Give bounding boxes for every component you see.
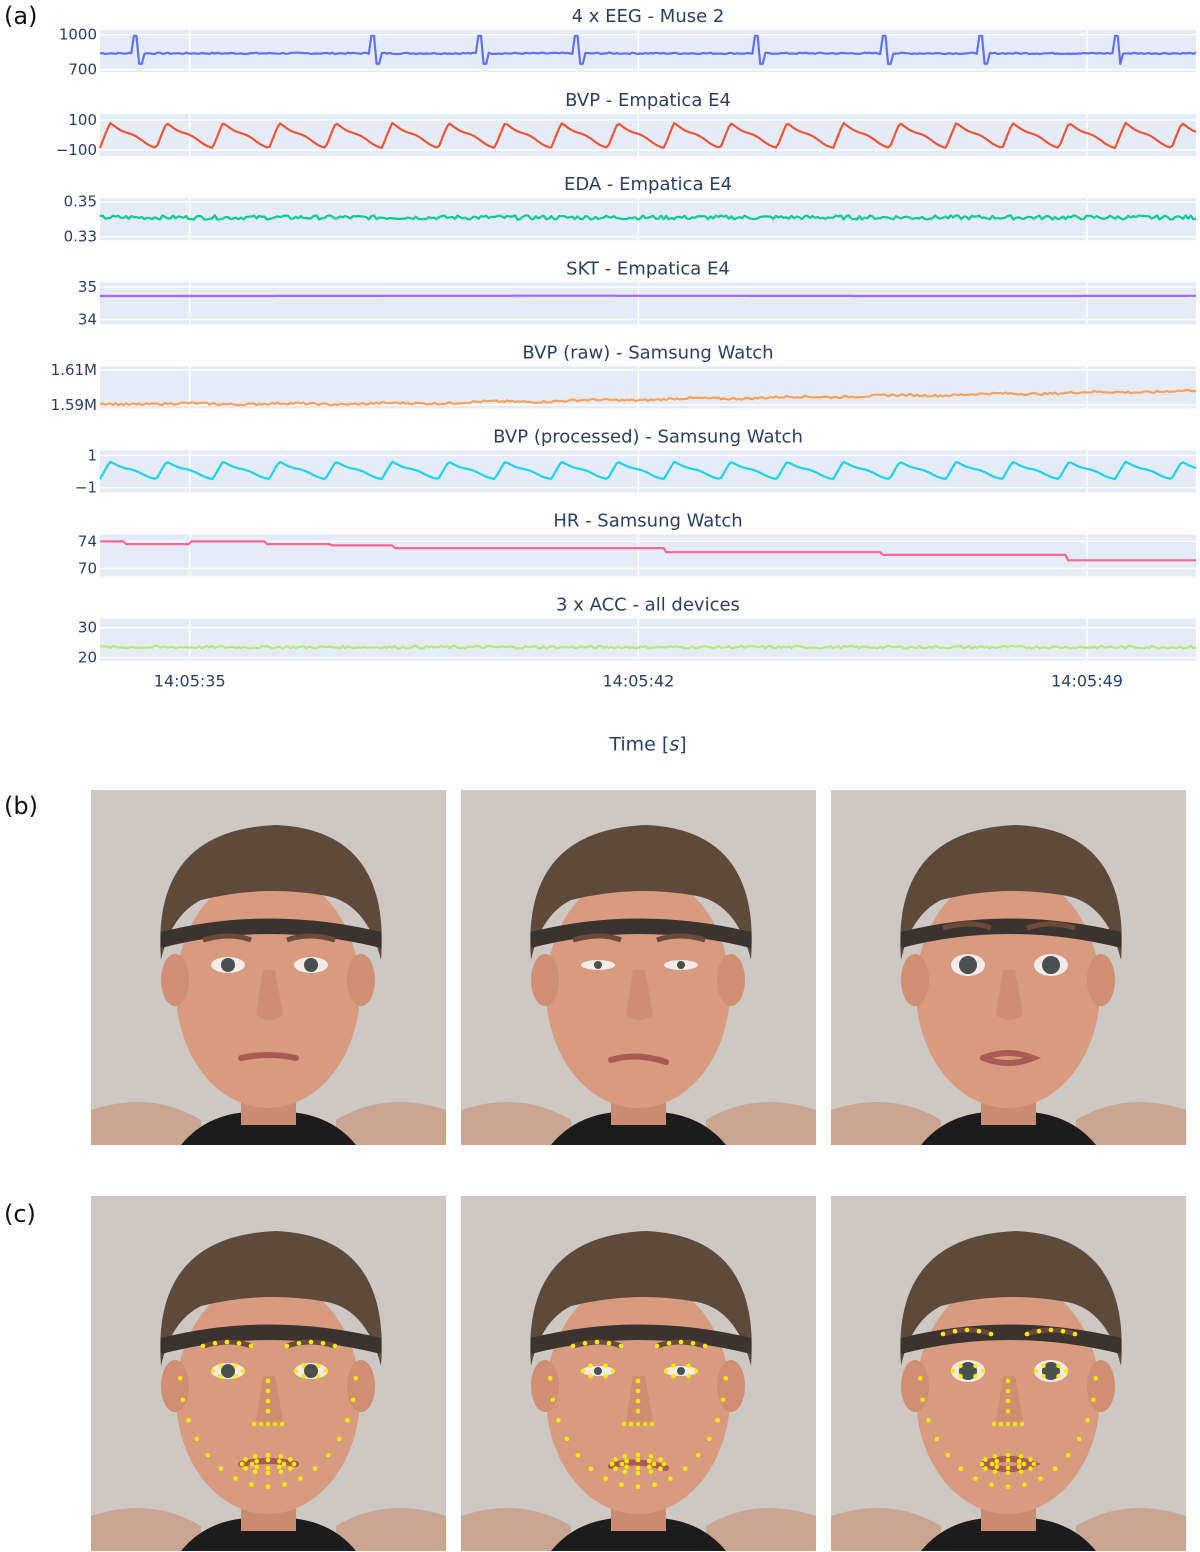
photo-c-neutral-landmarks (91, 1196, 446, 1551)
y-tick-label: 74 (78, 532, 97, 550)
series-line (99, 460, 1197, 481)
series-title: BVP (raw) - Samsung Watch (522, 342, 773, 363)
y-tick-label: 20 (78, 649, 97, 667)
series-title: EDA - Empatica E4 (564, 174, 732, 195)
y-tick-label: 1.59M (51, 396, 97, 414)
series-title: BVP (processed) - Samsung Watch (493, 427, 803, 448)
panel-background (100, 30, 1196, 72)
panel-background (100, 618, 1196, 661)
y-tick-label: 30 (78, 619, 97, 637)
y-tick-label: 100 (68, 111, 97, 129)
y-tick-label: 1.61M (51, 361, 97, 379)
series-line (99, 644, 1197, 650)
series-title: HR - Samsung Watch (553, 511, 742, 532)
panel-label-a: (a) (4, 2, 38, 30)
y-tick-label: 1 (87, 446, 97, 464)
x-axis-title: Time [s] (608, 734, 686, 756)
series-line (98, 121, 1197, 149)
panel-label-c: (c) (4, 1200, 36, 1228)
series-line (100, 540, 1196, 562)
y-tick-label: 0.35 (64, 193, 97, 211)
series-title: SKT - Empatica E4 (566, 258, 730, 279)
photo-b-neutral (91, 790, 446, 1145)
series-line (99, 34, 1197, 65)
panel-background (100, 114, 1196, 157)
y-tick-label: 1000 (59, 26, 97, 44)
y-tick-label: −1 (75, 479, 97, 497)
photo-c-disgust-landmarks (461, 1196, 816, 1551)
y-tick-label: 0.33 (64, 228, 97, 246)
series-title: 4 x EEG - Muse 2 (572, 6, 725, 27)
series-title: BVP - Empatica E4 (565, 90, 731, 111)
photo-b-disgust (461, 790, 816, 1145)
panel-label-b: (b) (4, 792, 38, 820)
physiological-signals-chart: 1000 700 4 x EEG - Muse 2 100 −100 BVP - Empa… (51, 6, 1197, 756)
panel-background (100, 198, 1196, 241)
y-tick-label: 700 (68, 61, 97, 79)
x-tick-label: 14:05:42 (602, 672, 674, 691)
x-tick-label: 14:05:35 (154, 672, 226, 691)
y-tick-label: 35 (78, 278, 97, 296)
x-tick-label: 14:05:49 (1051, 672, 1123, 691)
y-tick-label: −100 (56, 141, 97, 159)
panel-background (100, 450, 1196, 493)
panel-background (100, 282, 1196, 325)
y-tick-label: 34 (78, 310, 97, 328)
panel-background (100, 366, 1196, 409)
y-tick-label: 70 (78, 559, 97, 577)
series-line (99, 388, 1197, 407)
photo-b-surprise (831, 790, 1186, 1145)
series-title: 3 x ACC - all devices (556, 595, 740, 616)
series-line (99, 214, 1197, 221)
photo-c-surprise-landmarks (831, 1196, 1186, 1551)
